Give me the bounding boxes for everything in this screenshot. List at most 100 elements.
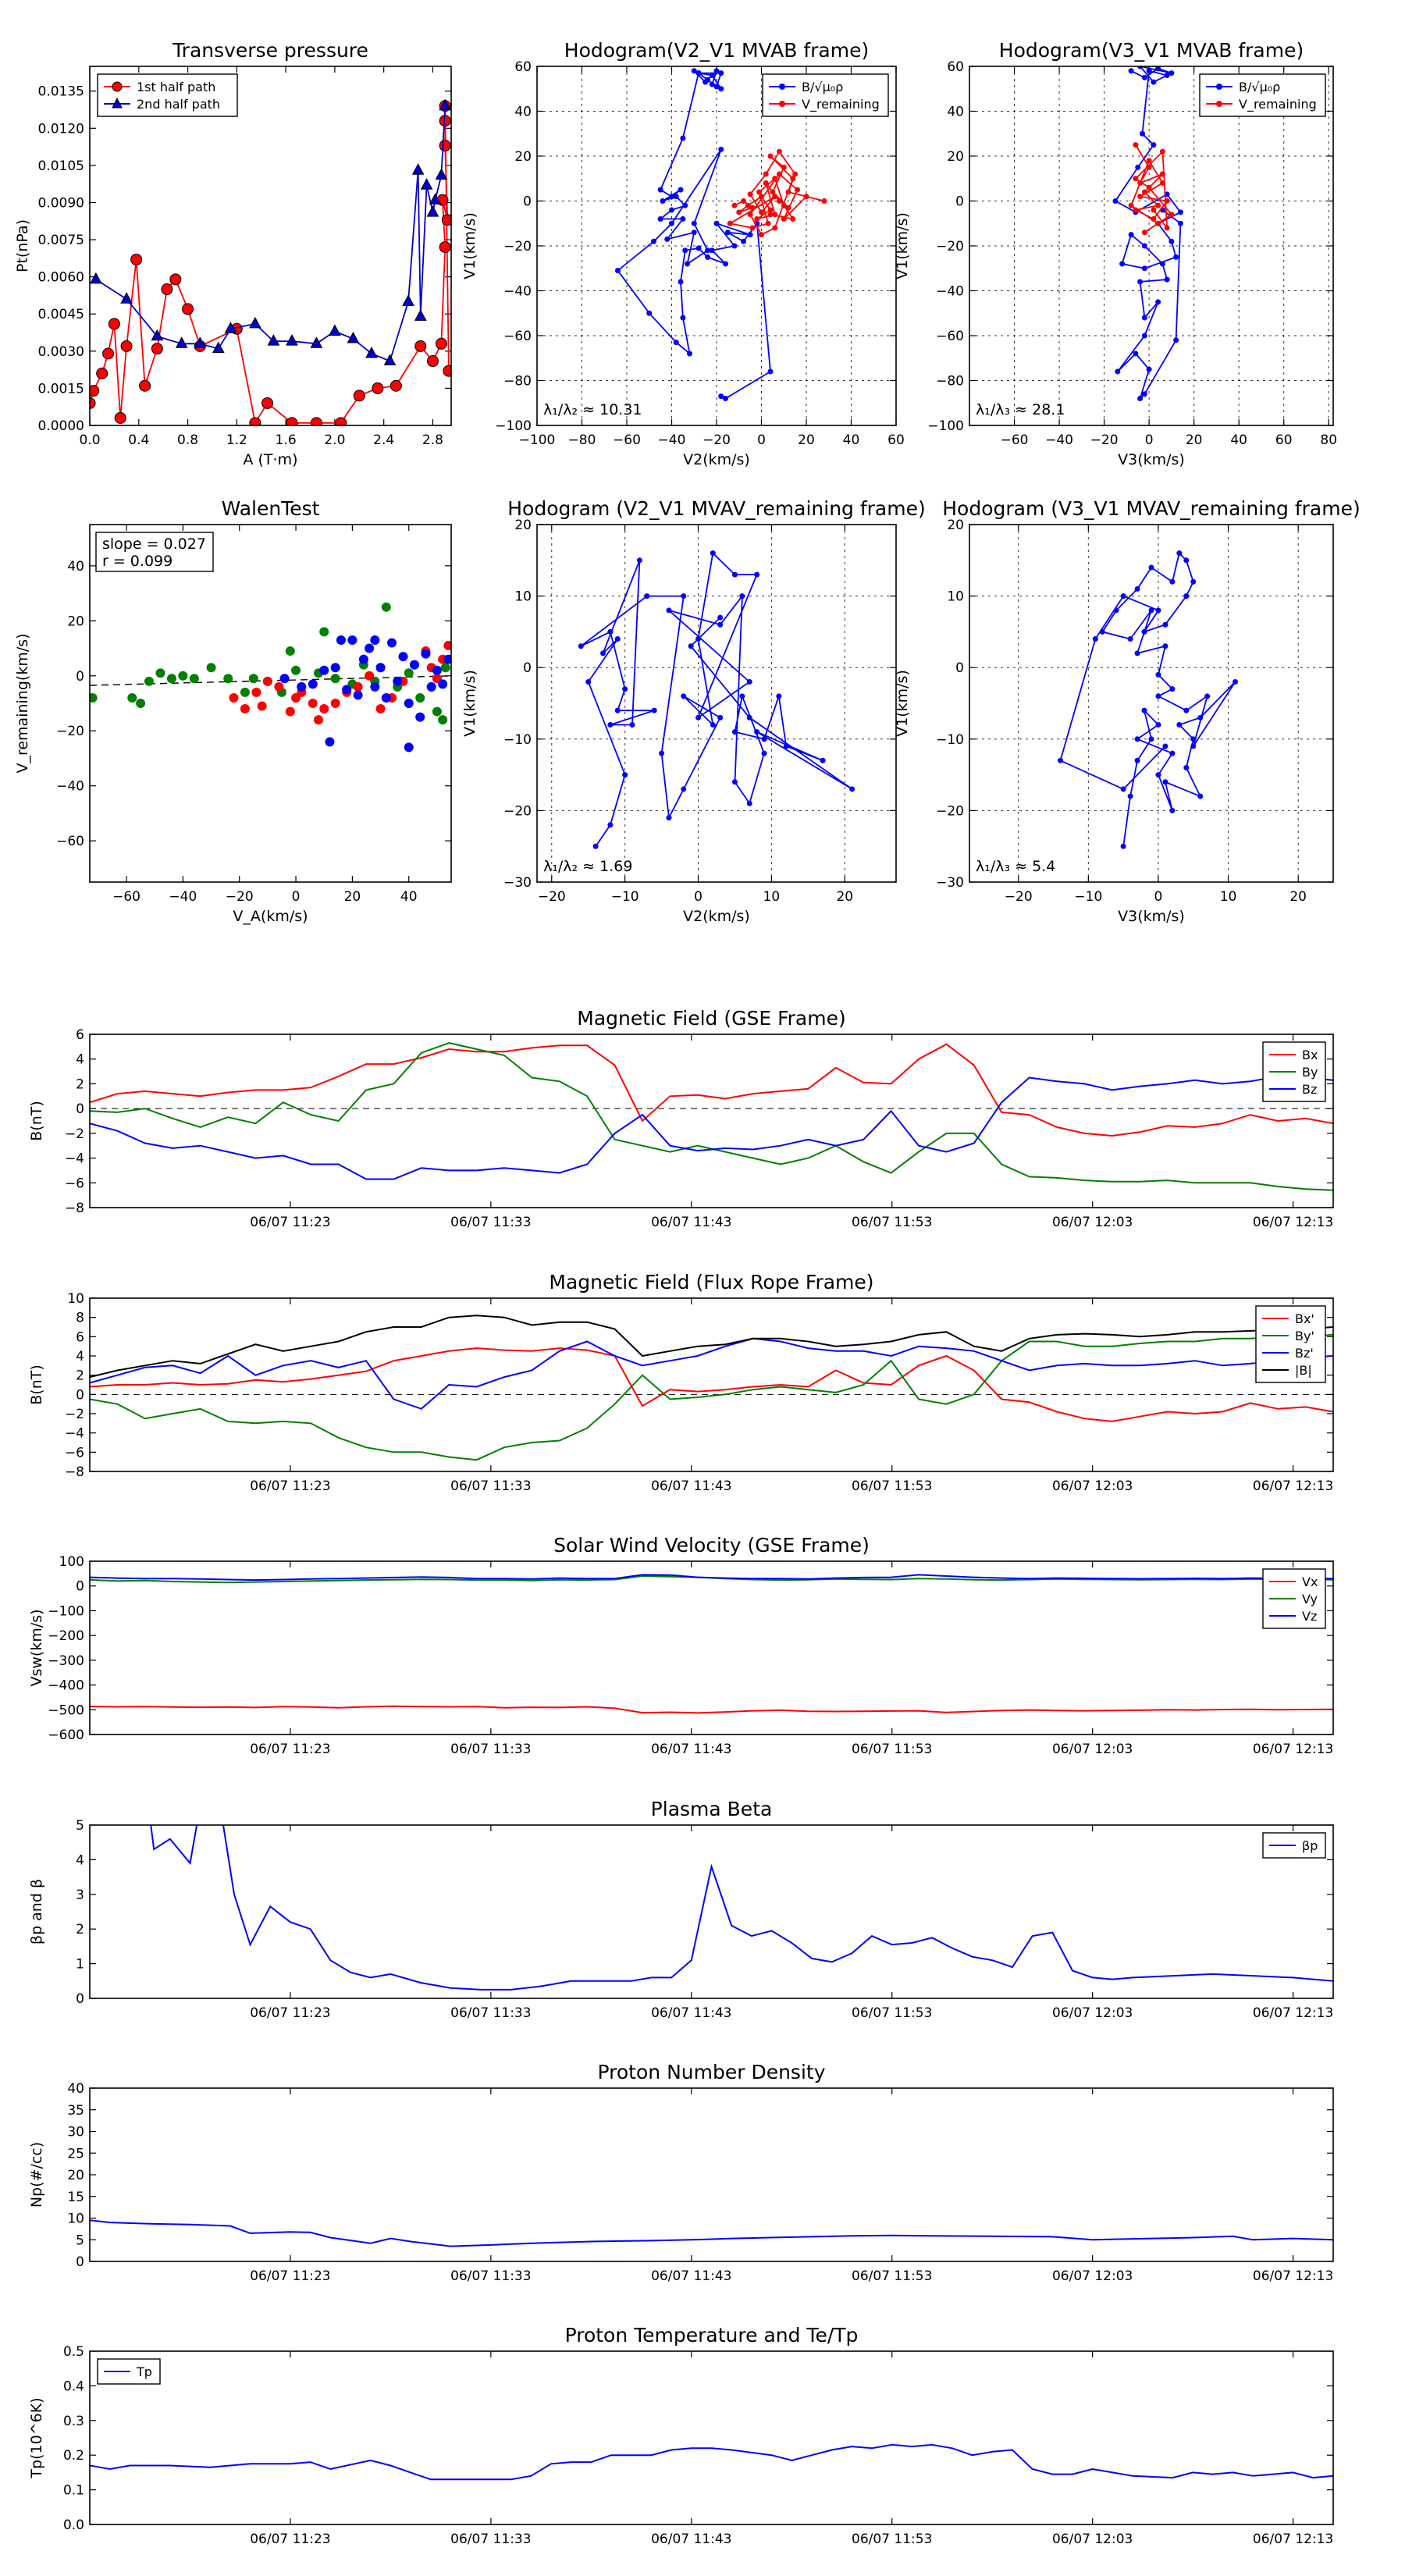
series-line-0 bbox=[90, 105, 450, 425]
data-point bbox=[657, 216, 663, 222]
data-point bbox=[389, 379, 402, 392]
legend-marker bbox=[779, 84, 785, 90]
data-point bbox=[745, 202, 751, 208]
data-point bbox=[1141, 229, 1147, 236]
data-point bbox=[688, 643, 694, 649]
data-point bbox=[313, 715, 323, 725]
data-point bbox=[329, 324, 341, 336]
y-tick-label: −100 bbox=[48, 1603, 84, 1619]
data-point bbox=[1128, 202, 1134, 208]
series-line-1 bbox=[90, 1333, 1333, 1461]
data-point bbox=[365, 346, 378, 358]
y-tick-label: −100 bbox=[927, 418, 964, 434]
x-tick-label: 06/07 11:33 bbox=[450, 2268, 531, 2284]
data-point bbox=[342, 685, 352, 695]
data-point bbox=[319, 627, 329, 637]
x-tick-label: 06/07 11:53 bbox=[852, 2268, 932, 2284]
data-point bbox=[731, 779, 738, 785]
chart-title: Plasma Beta bbox=[651, 1798, 773, 1820]
data-point bbox=[1141, 391, 1147, 397]
y-tick-label: 0.0 bbox=[63, 2517, 84, 2533]
data-point bbox=[1151, 216, 1157, 222]
chart-panel-3: −60 −40 −20 0 20 40 −60 −40 −20 0 20 40 WalenTest V_A… bbox=[14, 497, 452, 925]
plot-area bbox=[150, 1825, 1333, 1991]
plot-area bbox=[1058, 550, 1239, 849]
plot-area bbox=[578, 550, 855, 849]
data-point bbox=[724, 229, 731, 236]
data-point bbox=[358, 654, 368, 664]
legend-label: V_remaining bbox=[1239, 97, 1317, 112]
data-point bbox=[372, 382, 384, 394]
series-line-1 bbox=[90, 1042, 1333, 1191]
data-point bbox=[1197, 714, 1204, 720]
data-point bbox=[680, 135, 686, 141]
data-point bbox=[636, 557, 642, 564]
y-tick-label: 5 bbox=[76, 2233, 84, 2248]
y-tick-label: 0 bbox=[955, 194, 964, 210]
data-point bbox=[1133, 207, 1139, 213]
x-tick-label: 06/07 12:13 bbox=[1253, 2532, 1333, 2547]
data-point bbox=[1162, 743, 1168, 749]
y-tick-label: 4 bbox=[76, 1052, 84, 1068]
data-point bbox=[267, 334, 280, 346]
y-tick-label: 2 bbox=[76, 1368, 84, 1384]
ratio-annotation: λ₁/λ₂ ≈ 1.69 bbox=[543, 858, 632, 875]
x-axis-label: V3(km/s) bbox=[1118, 908, 1185, 925]
data-point bbox=[777, 171, 782, 177]
data-point bbox=[1134, 736, 1140, 742]
y-tick-label: 0.0015 bbox=[38, 381, 84, 397]
data-point bbox=[1120, 593, 1126, 600]
data-point bbox=[229, 692, 239, 703]
data-point bbox=[1134, 585, 1140, 592]
legend-frame bbox=[97, 73, 238, 117]
data-point bbox=[1173, 337, 1179, 343]
data-point bbox=[754, 216, 760, 222]
plot-frame bbox=[89, 2087, 1334, 2262]
x-tick-label: 06/07 11:53 bbox=[852, 1478, 932, 1494]
legend-label: Tp bbox=[136, 2364, 152, 2379]
y-tick-label: −40 bbox=[56, 779, 84, 795]
data-point bbox=[646, 310, 653, 316]
data-point bbox=[1146, 184, 1152, 190]
legend-label: Vz bbox=[1302, 1609, 1317, 1624]
stats-line: r = 0.099 bbox=[102, 553, 173, 570]
chart-title: Hodogram (V2_V1 MVAV_remaining frame) bbox=[507, 497, 926, 520]
data-point bbox=[1173, 254, 1179, 260]
chart-title: WalenTest bbox=[222, 497, 320, 520]
data-point bbox=[381, 692, 391, 703]
data-point bbox=[274, 681, 284, 692]
x-tick-label: −10 bbox=[611, 889, 639, 905]
data-point bbox=[1151, 79, 1157, 85]
data-point bbox=[432, 665, 442, 675]
x-tick-label: 0 bbox=[694, 889, 702, 905]
y-tick-label: 10 bbox=[514, 589, 532, 605]
data-point bbox=[691, 229, 697, 236]
y-tick-label: 6 bbox=[76, 1329, 84, 1345]
series-line-0 bbox=[90, 2219, 1333, 2247]
y-tick-label: −6 bbox=[65, 1445, 84, 1461]
data-point bbox=[414, 340, 427, 352]
x-tick-label: −40 bbox=[658, 432, 686, 448]
data-point bbox=[718, 146, 724, 152]
y-axis-label: B(nT) bbox=[28, 1101, 45, 1141]
data-point bbox=[212, 341, 225, 354]
data-point bbox=[717, 614, 724, 621]
data-point bbox=[330, 663, 340, 673]
x-axis-label: V2(km/s) bbox=[683, 908, 750, 925]
data-point bbox=[1169, 750, 1176, 756]
series-line-0 bbox=[1059, 551, 1236, 847]
legend-label: Vx bbox=[1302, 1574, 1318, 1589]
x-tick-label: 20 bbox=[1289, 889, 1307, 905]
x-tick-label: 80 bbox=[1320, 432, 1337, 448]
y-axis-label: V1(km/s) bbox=[461, 670, 478, 737]
x-tick-label: 20 bbox=[798, 432, 815, 448]
y-tick-label: −20 bbox=[936, 803, 964, 819]
y-tick-label: 0.0075 bbox=[38, 233, 84, 248]
y-tick-label: 15 bbox=[67, 2190, 84, 2205]
data-point bbox=[432, 706, 442, 717]
data-point bbox=[770, 189, 776, 195]
data-point bbox=[849, 786, 855, 792]
data-point bbox=[685, 261, 691, 267]
data-point bbox=[759, 209, 764, 215]
